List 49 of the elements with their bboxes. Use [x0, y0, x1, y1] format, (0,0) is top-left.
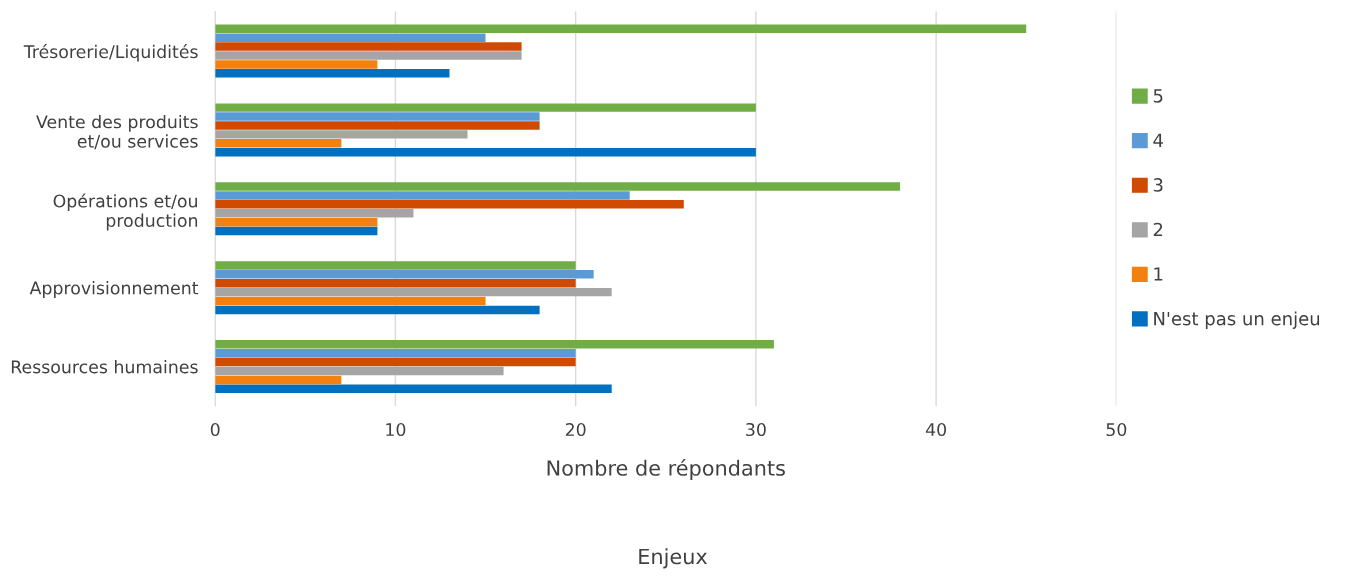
bar	[215, 51, 522, 60]
legend-label: 1	[1154, 267, 1163, 281]
bar	[215, 69, 450, 78]
bar	[215, 305, 540, 315]
x-tick-label: 0	[210, 422, 220, 437]
bar	[215, 278, 576, 288]
legend-label: N'est pas un enjeu	[1154, 311, 1320, 329]
bar	[215, 296, 486, 306]
bar	[215, 217, 378, 227]
bar	[215, 182, 901, 191]
y-tick-label: Ressources humaines	[11, 359, 198, 374]
y-tick-label: Trésorerie/Liquidités	[23, 44, 198, 62]
bar	[215, 33, 486, 42]
x-tick-label: 20	[565, 422, 586, 437]
bar	[215, 130, 468, 139]
bar	[215, 191, 630, 200]
bar	[215, 121, 540, 130]
bar	[215, 139, 342, 148]
legend-label: 4	[1153, 133, 1163, 147]
bar	[215, 103, 756, 112]
bar	[215, 226, 378, 236]
bar	[215, 270, 594, 279]
y-tick-label: Approvisionnement	[29, 281, 199, 298]
y-tick-label: Opérations et/ou production	[53, 193, 198, 231]
bar	[215, 357, 576, 367]
bar	[215, 147, 756, 157]
bar	[215, 24, 1027, 33]
bar	[215, 200, 684, 209]
bar	[215, 287, 612, 297]
legend-label: 3	[1153, 178, 1163, 192]
bar	[215, 348, 576, 358]
y-tick-label: Vente des produits et/ou services	[36, 114, 198, 150]
legend-label: 2	[1153, 222, 1163, 237]
x-tick-label: 30	[746, 422, 766, 437]
x-tick-label: 10	[386, 422, 406, 437]
bar	[215, 209, 414, 218]
x-tick-label: 50	[1106, 422, 1127, 437]
bar	[215, 384, 612, 394]
bar	[215, 340, 774, 349]
x-axis-title: Nombre de répondants	[547, 458, 785, 480]
bar	[215, 375, 342, 385]
text: Enjeux	[639, 548, 708, 569]
x-tick-label: 40	[925, 422, 947, 437]
bar	[215, 112, 540, 121]
bar	[215, 366, 504, 376]
bar	[215, 42, 522, 51]
bar	[215, 261, 576, 270]
legend-label: 5	[1153, 89, 1163, 103]
bar	[215, 60, 378, 69]
